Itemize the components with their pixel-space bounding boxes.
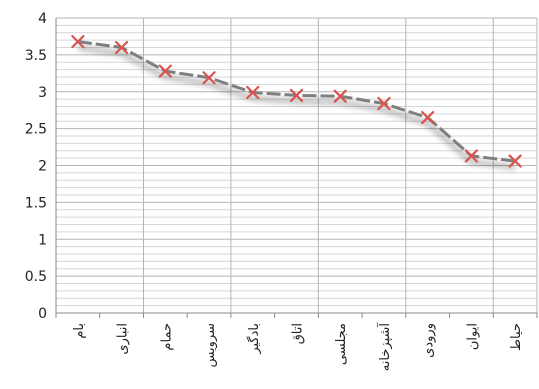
- data-point: [114, 40, 129, 55]
- data-point: [246, 85, 260, 100]
- data-point: [333, 89, 347, 103]
- y-tick-label: 3: [38, 85, 47, 101]
- y-tick-label: 1: [38, 232, 47, 248]
- y-tick-label: 4: [38, 11, 47, 27]
- x-axis-ticks: بام انبار‌ی حمام سرویس بادگیر اتاق مجلسی آشپزخا…: [72, 322, 524, 372]
- x-tick-label: اتاق: [291, 323, 306, 344]
- x-tick-label: سرویس: [203, 323, 218, 368]
- y-tick-label: 2: [38, 159, 47, 175]
- data-point: [421, 110, 435, 125]
- y-tick-label: 0: [38, 306, 47, 322]
- x-tick-label: انبار‌ی: [116, 323, 131, 355]
- x-tick-label: آشپزخانه: [376, 322, 393, 372]
- y-tick-label: 0.5: [25, 269, 47, 285]
- series-layer: [71, 34, 522, 170]
- x-tick-label: ورودی: [422, 323, 437, 358]
- x-tick-label: بام: [72, 323, 87, 339]
- data-point: [202, 71, 216, 85]
- data-point: [508, 154, 522, 168]
- y-tick-label: 2.5: [25, 122, 47, 138]
- x-tick-label: حیاط: [509, 323, 524, 351]
- y-axis-ticks: 0 0.5 1 1.5 2 2.5 3 3.5 4: [25, 11, 47, 322]
- y-tick-label: 1.5: [25, 195, 47, 211]
- data-point: [377, 96, 391, 111]
- data-point: [289, 88, 304, 103]
- plot-axes: [55, 18, 538, 318]
- data-point: [158, 64, 172, 78]
- y-tick-label: 3.5: [25, 48, 47, 64]
- data-point: [71, 34, 85, 49]
- plot-grid: [56, 17, 538, 313]
- series-line-shadow: [77, 45, 516, 170]
- x-tick-label: ایوان: [465, 323, 480, 350]
- x-tick-label: حمام: [159, 323, 174, 351]
- x-tick-label: بادگیر: [246, 323, 262, 355]
- x-tick-label: مجلسی: [334, 323, 349, 365]
- data-point: [464, 149, 479, 163]
